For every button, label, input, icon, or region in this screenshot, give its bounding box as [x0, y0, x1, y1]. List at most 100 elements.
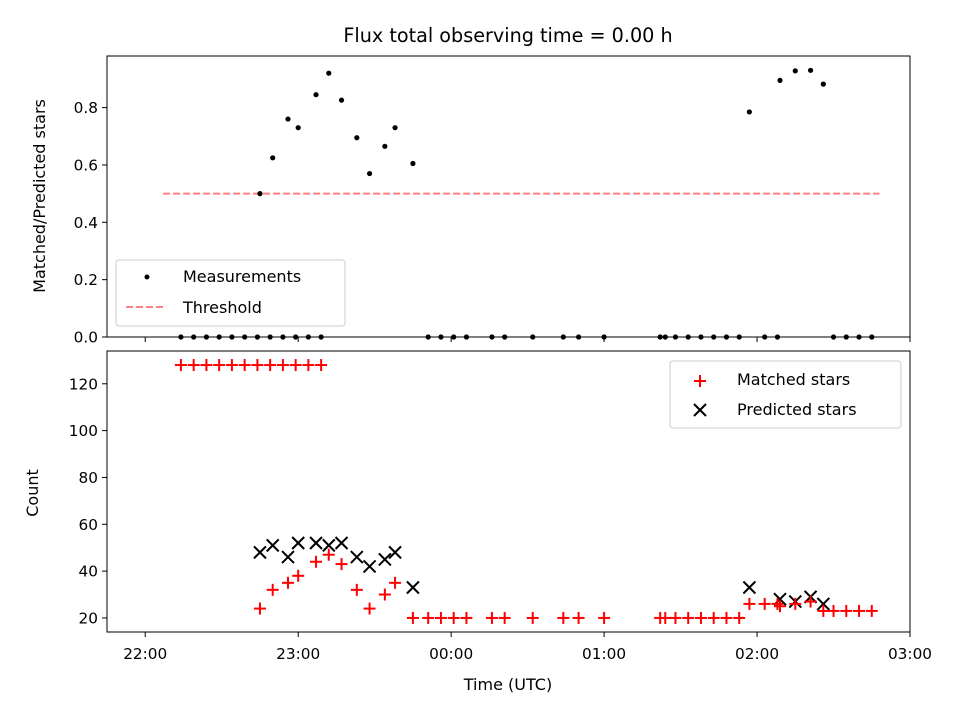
bottom-y-tick-label: 100 — [69, 422, 98, 440]
bottom-content — [174, 359, 878, 624]
measurement-point — [869, 334, 875, 340]
measurement-point — [293, 334, 299, 340]
matched-marker — [276, 359, 289, 372]
measurement-point — [807, 67, 814, 73]
measurement-point — [723, 334, 730, 340]
matched-marker — [174, 359, 187, 372]
top-y-tick-label: 0.8 — [74, 99, 98, 117]
measurement-point — [257, 191, 263, 197]
x-axis-ticks: 22:00 23:00 00:00 01:00 02:00 03:00 — [123, 632, 932, 663]
measurement-point — [366, 170, 373, 177]
matched-marker — [840, 604, 853, 617]
matched-marker — [733, 611, 746, 624]
measurement-point — [762, 334, 768, 340]
top-y-axis-label: Matched/Predicted stars — [30, 99, 49, 293]
bottom-y-tick-label: 120 — [69, 375, 98, 393]
top-content — [163, 67, 880, 340]
top-legend: Measurements Threshold — [115, 259, 346, 327]
measurement-point — [438, 334, 444, 340]
measurement-point — [216, 334, 222, 340]
matched-marker — [292, 569, 305, 582]
bottom-y-tick-label: 80 — [79, 469, 98, 487]
matched-marker — [865, 604, 878, 617]
top-y-tick-label: 0.6 — [74, 156, 98, 174]
x-tick-label: 23:00 — [276, 645, 320, 663]
bottom-y-tick-label: 60 — [79, 516, 98, 534]
matched-marker — [253, 602, 266, 615]
matched-marker — [485, 611, 498, 624]
legend-threshold-label: Threshold — [182, 298, 262, 317]
matched-marker — [238, 359, 251, 372]
matched-marker — [758, 597, 771, 610]
bottom-legend-box — [669, 360, 902, 429]
matched-marker — [557, 611, 570, 624]
matched-marker — [498, 611, 511, 624]
bottom-legend: Matched stars Predicted stars — [669, 360, 902, 429]
predicted-marker — [281, 550, 295, 564]
x-tick-label: 02:00 — [735, 645, 779, 663]
measurement-point — [313, 92, 319, 98]
matched-marker — [310, 555, 323, 568]
bottom-y-axis-label: Count — [23, 469, 42, 517]
matched-marker — [720, 611, 733, 624]
predicted-marker — [309, 536, 323, 550]
measurement-point — [254, 334, 261, 340]
matched-marker — [315, 359, 328, 372]
predicted-marker — [362, 559, 377, 574]
legend-plus-marker — [694, 375, 706, 387]
matched-marker — [669, 611, 682, 624]
measurement-point — [662, 334, 668, 340]
measurement-point — [305, 334, 311, 340]
top-y-tick-label: 0.4 — [74, 214, 98, 232]
matched-marker — [406, 611, 419, 624]
measurement-point — [843, 334, 849, 340]
bottom-y-ticks: 20 40 60 80 100 120 — [69, 375, 107, 627]
matched-marker — [289, 359, 302, 372]
matched-marker — [707, 611, 720, 624]
measurement-point — [463, 334, 470, 340]
matched-marker — [598, 611, 611, 624]
legend-matched-label: Matched stars — [737, 370, 850, 389]
legend-dot-marker — [144, 274, 150, 280]
measurement-point — [672, 334, 679, 340]
measurement-point — [267, 334, 273, 340]
x-tick-label: 00:00 — [429, 645, 473, 663]
matched-marker — [213, 359, 226, 372]
x-tick-label: 22:00 — [123, 645, 167, 663]
measurement-point — [736, 334, 742, 340]
predicted-marker — [334, 536, 349, 550]
chart-title: Flux total observing time = 0.00 h — [343, 24, 672, 47]
matched-marker — [281, 576, 294, 589]
predicted-marker — [816, 597, 831, 611]
matched-marker — [200, 359, 213, 372]
measurement-point — [746, 109, 753, 115]
measurement-point — [338, 97, 345, 103]
matched-marker — [302, 359, 315, 372]
measurement-point — [326, 70, 332, 76]
measurement-point — [285, 116, 291, 122]
measurement-point — [410, 160, 416, 167]
x-tick-label: 01:00 — [582, 645, 626, 663]
measurement-point — [295, 125, 301, 131]
matched-marker — [434, 611, 447, 624]
measurement-point — [530, 334, 536, 340]
measurement-point — [698, 334, 704, 340]
x-tick-label: 03:00 — [888, 645, 932, 663]
top-panel: 0.00.20.40.60.8 Matched/Predicted stars … — [30, 55, 911, 347]
legend-predicted-label: Predicted stars — [737, 400, 857, 419]
predicted-marker — [388, 545, 402, 560]
matched-marker — [789, 597, 802, 610]
measurement-point — [280, 334, 286, 340]
predicted-marker — [350, 550, 364, 564]
legend-x-marker — [693, 403, 707, 417]
measurement-point — [382, 143, 388, 149]
matched-marker — [187, 359, 200, 372]
bottom-panel: 20 40 60 80 100 120 22:00 23:00 00:00 01:00 02:00… — [23, 350, 932, 694]
matched-marker — [572, 611, 585, 624]
measurement-point — [425, 334, 431, 340]
matched-marker — [682, 611, 695, 624]
measurement-point — [560, 334, 566, 340]
measurement-point — [685, 334, 691, 340]
legend-measurements-label: Measurements — [183, 267, 301, 286]
